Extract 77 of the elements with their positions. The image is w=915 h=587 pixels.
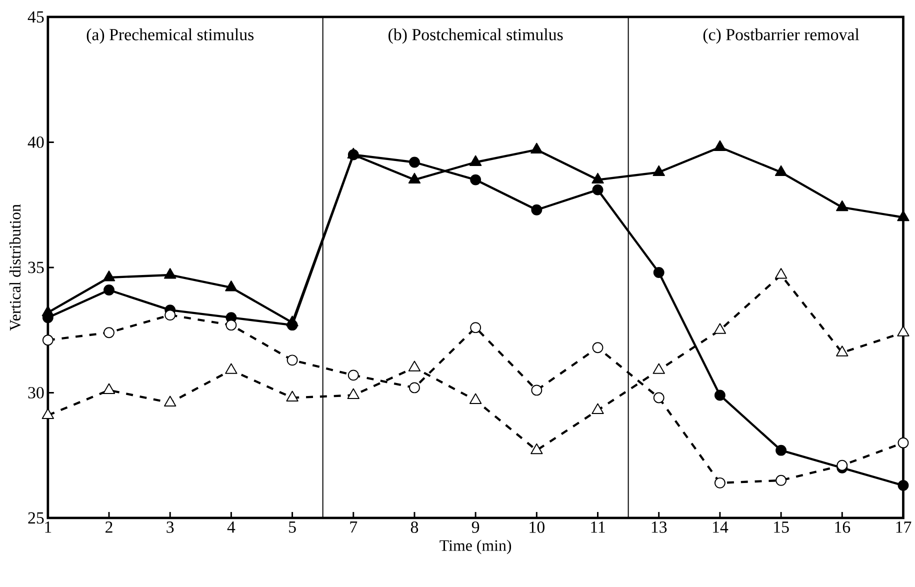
y-tick-label: 25 bbox=[28, 512, 44, 524]
point bbox=[836, 200, 848, 212]
point bbox=[714, 478, 726, 488]
point bbox=[470, 322, 482, 334]
point bbox=[530, 142, 543, 154]
y-tick-label: 35 bbox=[28, 262, 44, 274]
x-axis-title: Time (min) bbox=[440, 540, 512, 554]
point bbox=[408, 172, 421, 184]
x-tick-label: 1 bbox=[45, 522, 52, 533]
point bbox=[225, 280, 238, 292]
x-tick-label: 7 bbox=[350, 522, 358, 533]
point bbox=[286, 354, 298, 366]
point bbox=[714, 323, 726, 334]
annotation: (b) Postchemical stimulus bbox=[388, 28, 563, 44]
x-tick-label: 14 bbox=[712, 522, 728, 533]
x-tick-label: 16 bbox=[835, 522, 850, 533]
point bbox=[348, 370, 359, 381]
point bbox=[102, 270, 116, 282]
point bbox=[592, 342, 604, 354]
point bbox=[652, 165, 665, 176]
point bbox=[898, 480, 909, 491]
x-tick-label: 13 bbox=[652, 522, 667, 533]
x-tick-label: 3 bbox=[166, 522, 174, 533]
point bbox=[530, 443, 543, 454]
x-tick-label: 17 bbox=[896, 522, 912, 533]
point bbox=[104, 284, 114, 296]
point bbox=[836, 346, 848, 356]
point bbox=[776, 475, 787, 486]
point bbox=[102, 383, 116, 394]
point bbox=[409, 156, 420, 168]
point bbox=[653, 267, 664, 278]
x-tick-label: 10 bbox=[530, 522, 544, 533]
point bbox=[776, 444, 787, 456]
point bbox=[592, 172, 604, 184]
point bbox=[531, 204, 542, 216]
point bbox=[592, 403, 604, 414]
point bbox=[470, 174, 482, 186]
x-tick-label: 4 bbox=[227, 522, 236, 533]
point bbox=[164, 268, 176, 279]
point bbox=[286, 320, 298, 331]
x-tick-label: 8 bbox=[410, 522, 418, 533]
point bbox=[347, 388, 360, 400]
point bbox=[409, 382, 420, 394]
point bbox=[42, 334, 54, 346]
point bbox=[469, 155, 482, 166]
point bbox=[652, 363, 665, 374]
point bbox=[714, 390, 726, 401]
x-tick-label: 15 bbox=[774, 522, 789, 533]
point bbox=[469, 393, 482, 404]
y-tick-label: 45 bbox=[28, 11, 44, 23]
point bbox=[653, 392, 664, 404]
point bbox=[164, 396, 176, 407]
x-tick-label: 2 bbox=[106, 522, 112, 533]
point bbox=[592, 184, 604, 196]
point bbox=[286, 390, 298, 402]
x-tick-label: 5 bbox=[289, 522, 296, 533]
point bbox=[104, 327, 114, 338]
point bbox=[714, 140, 726, 152]
point bbox=[164, 310, 176, 321]
point bbox=[774, 165, 788, 176]
point bbox=[225, 363, 238, 374]
y-tick-label: 40 bbox=[28, 136, 44, 148]
y-axis-title: Vertical distribution bbox=[9, 204, 21, 331]
x-tick-label: 9 bbox=[472, 522, 480, 533]
point bbox=[408, 360, 421, 372]
point bbox=[897, 326, 910, 336]
x-tick-label: 11 bbox=[591, 522, 605, 533]
y-tick-label: 30 bbox=[28, 387, 44, 399]
point bbox=[897, 210, 910, 222]
annotation: (c) Postbarrier removal bbox=[703, 28, 860, 44]
point bbox=[42, 408, 54, 420]
point bbox=[531, 384, 542, 396]
point bbox=[836, 460, 848, 471]
point bbox=[898, 437, 909, 448]
point bbox=[774, 268, 788, 279]
annotation: (a) Prechemical stimulus bbox=[86, 28, 254, 44]
point bbox=[226, 320, 237, 331]
